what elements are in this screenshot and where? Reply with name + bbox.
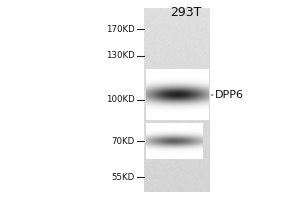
Text: DPP6: DPP6: [214, 90, 244, 100]
Text: 293T: 293T: [170, 6, 202, 19]
Text: 130KD: 130KD: [106, 51, 135, 60]
Text: 55KD: 55KD: [112, 172, 135, 182]
Text: 170KD: 170KD: [106, 24, 135, 33]
Text: 70KD: 70KD: [112, 136, 135, 146]
Text: 100KD: 100KD: [106, 96, 135, 104]
